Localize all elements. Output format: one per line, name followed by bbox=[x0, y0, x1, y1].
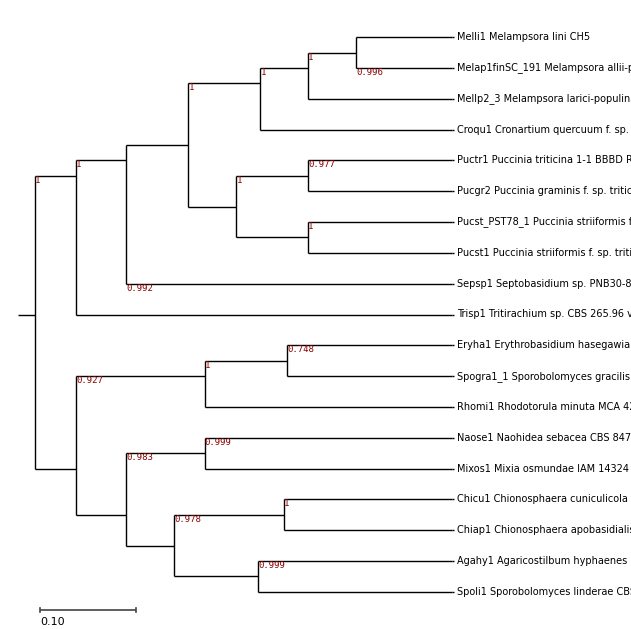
Text: 0.977: 0.977 bbox=[309, 160, 335, 169]
Text: 0.748: 0.748 bbox=[287, 345, 314, 354]
Text: Spogra1_1 Sporobolomyces gracilis NRRL Y-5504 v1.0: Spogra1_1 Sporobolomyces gracilis NRRL Y… bbox=[457, 370, 631, 382]
Text: 1: 1 bbox=[76, 160, 81, 169]
Text: Chiap1 Chionosphaera apobasidialis 52639 v1.0: Chiap1 Chionosphaera apobasidialis 52639… bbox=[457, 525, 631, 535]
Text: Trisp1 Tritirachium sp. CBS 265.96 v1.0: Trisp1 Tritirachium sp. CBS 265.96 v1.0 bbox=[457, 309, 631, 320]
Text: 1: 1 bbox=[189, 83, 194, 92]
Text: 1: 1 bbox=[285, 499, 290, 508]
Text: 0.999: 0.999 bbox=[259, 561, 285, 570]
Text: Naose1 Naohidea sebacea CBS 8477 _P95_ v1.0: Naose1 Naohidea sebacea CBS 8477 _P95_ v… bbox=[457, 432, 631, 443]
Text: Eryha1 Erythrobasidium hasegawianum ATCC 9536 v1.0: Eryha1 Erythrobasidium hasegawianum ATCC… bbox=[457, 340, 631, 350]
Text: Agahy1 Agaricostilbum hyphaenes  ATCC MYA-4628 v1.0: Agahy1 Agaricostilbum hyphaenes ATCC MYA… bbox=[457, 556, 631, 566]
Text: 1: 1 bbox=[309, 52, 314, 62]
Text: 1: 1 bbox=[35, 175, 40, 185]
Text: Pucst_PST78_1 Puccinia striiformis f. sp. tritici PST-78 v1.0: Pucst_PST78_1 Puccinia striiformis f. sp… bbox=[457, 216, 631, 228]
Text: 0.999: 0.999 bbox=[205, 438, 232, 447]
Text: 1: 1 bbox=[205, 360, 210, 370]
Text: Puctr1 Puccinia triticina 1-1 BBBD Race 1: Puctr1 Puccinia triticina 1-1 BBBD Race … bbox=[457, 155, 631, 165]
Text: Rhomi1 Rhodotorula minuta MCA 4210 v1.0: Rhomi1 Rhodotorula minuta MCA 4210 v1.0 bbox=[457, 402, 631, 412]
Text: 0.983: 0.983 bbox=[126, 453, 153, 462]
Text: Mixos1 Mixia osmundae IAM 14324 v1.0: Mixos1 Mixia osmundae IAM 14324 v1.0 bbox=[457, 464, 631, 474]
Text: Sepsp1 Septobasidium sp. PNB30-8B v1.0: Sepsp1 Septobasidium sp. PNB30-8B v1.0 bbox=[457, 279, 631, 289]
Text: 0.992: 0.992 bbox=[126, 284, 153, 292]
Text: Melap1finSC_191 Melampsora allii-populina 12AY07 v1.0: Melap1finSC_191 Melampsora allii-populin… bbox=[457, 62, 631, 74]
Text: Chicu1 Chionosphaera cuniculicola CBS10063  v1.0: Chicu1 Chionosphaera cuniculicola CBS100… bbox=[457, 494, 631, 504]
Text: 1: 1 bbox=[261, 68, 266, 77]
Text: 0.996: 0.996 bbox=[357, 68, 383, 77]
Text: Croqu1 Cronartium quercuum f. sp. fusiforme G11 v1.0: Croqu1 Cronartium quercuum f. sp. fusifo… bbox=[457, 125, 631, 135]
Text: 1: 1 bbox=[309, 222, 314, 231]
Text: 1: 1 bbox=[237, 175, 242, 185]
Text: 0.978: 0.978 bbox=[174, 515, 201, 524]
Text: Spoli1 Sporobolomyces linderae CBS 7893 v1.0: Spoli1 Sporobolomyces linderae CBS 7893 … bbox=[457, 587, 631, 597]
Text: Mellp2_3 Melampsora larici-populina v2.0: Mellp2_3 Melampsora larici-populina v2.0 bbox=[457, 93, 631, 104]
Text: Pucgr2 Puccinia graminis f. sp. tritici v2.0: Pucgr2 Puccinia graminis f. sp. tritici … bbox=[457, 186, 631, 196]
Text: Melli1 Melampsora lini CH5: Melli1 Melampsora lini CH5 bbox=[457, 32, 590, 42]
Text: 0.927: 0.927 bbox=[76, 376, 103, 385]
Text: Pucst1 Puccinia striiformis f. sp. tritici PST-130: Pucst1 Puccinia striiformis f. sp. triti… bbox=[457, 248, 631, 258]
Text: 0.10: 0.10 bbox=[40, 616, 64, 626]
